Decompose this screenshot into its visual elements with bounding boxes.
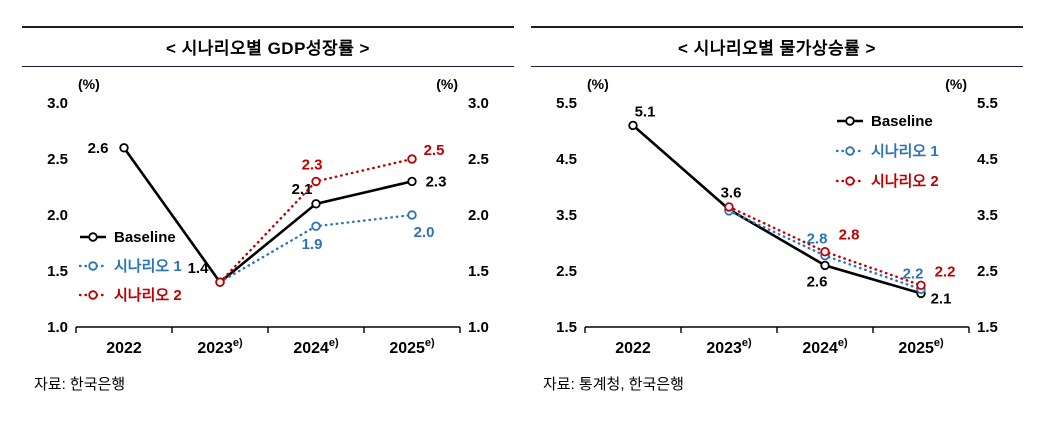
data-point-label: 2.3 xyxy=(426,173,447,190)
data-point-marker xyxy=(407,176,417,187)
data-point-label: 2.6 xyxy=(807,273,828,290)
gdp-growth-title: < 시나리오별 GDP성장률 > xyxy=(166,39,370,58)
data-point-label: 2.8 xyxy=(839,227,860,244)
data-point-marker xyxy=(311,199,321,209)
y-tick-label-right: 2.5 xyxy=(468,151,489,168)
data-point-marker xyxy=(820,246,830,257)
data-point-marker xyxy=(407,154,417,164)
x-axis-label: 2023e) xyxy=(197,337,243,357)
data-point-label: 2.5 xyxy=(424,142,445,159)
inflation-title-bar: < 시나리오별 물가상승률 > xyxy=(531,26,1023,67)
y-tick-label-right: 3.5 xyxy=(977,207,998,224)
x-axis-label: 2022 xyxy=(615,340,651,357)
y-tick-label-left: 5.5 xyxy=(556,95,577,112)
data-point-marker xyxy=(724,202,734,212)
inflation-title: < 시나리오별 물가상승률 > xyxy=(678,39,876,58)
legend-label: Baseline xyxy=(871,113,933,130)
y-tick-label-left: 2.5 xyxy=(556,263,577,280)
x-axis-label: 2023e) xyxy=(706,337,752,357)
inflation-source: 자료: 통계청, 한국은행 xyxy=(543,376,684,393)
data-point-label: 1.4 xyxy=(188,260,210,277)
y-axis-unit-left: (%) xyxy=(587,76,609,92)
y-tick-label-right: 1.5 xyxy=(977,319,998,336)
y-tick-label-left: 1.0 xyxy=(47,319,68,336)
data-point-label: 2.3 xyxy=(302,156,323,173)
gdp-growth-title-bar: < 시나리오별 GDP성장률 > xyxy=(22,26,514,67)
y-tick-label-left: 2.0 xyxy=(47,207,68,224)
data-point-label: 2.6 xyxy=(88,140,109,157)
legend-label: 시나리오 2 xyxy=(871,173,939,190)
data-point-label: 2.2 xyxy=(903,265,924,282)
y-axis-unit-left: (%) xyxy=(78,76,100,92)
data-point-marker xyxy=(311,176,321,187)
y-tick-label-right: 3.0 xyxy=(468,95,489,112)
legend-marker-circle xyxy=(845,116,855,126)
gdp-growth-panel: < 시나리오별 GDP성장률 > 3.0 3.0 2.5 2.5 2.0 2.0 1.5 1.… xyxy=(22,26,514,394)
x-axis-label: 2025e) xyxy=(389,337,435,357)
data-point-label: 2.8 xyxy=(807,231,828,248)
y-tick-label-left: 1.5 xyxy=(556,319,577,336)
legend-marker-circle xyxy=(88,232,98,242)
x-axis-label: 2024e) xyxy=(293,337,339,357)
series-line-baseline xyxy=(632,124,922,295)
legend-marker-circle xyxy=(845,176,855,186)
y-tick-label-right: 1.0 xyxy=(468,319,489,336)
data-point-marker xyxy=(407,210,417,220)
data-point-marker xyxy=(628,120,638,131)
data-point-label: 2.2 xyxy=(935,263,956,280)
y-tick-label-right: 1.5 xyxy=(468,263,489,280)
y-tick-label-left: 2.5 xyxy=(47,151,68,168)
y-tick-label-left: 4.5 xyxy=(556,151,577,168)
x-axis-label: 2024e) xyxy=(802,337,848,357)
gdp-growth-chart: 3.0 3.0 2.5 2.5 2.0 2.0 1.5 1.5 1.0 1.0 (%) (%) 2022… xyxy=(47,76,489,357)
inflation-panel: < 시나리오별 물가상승률 > 5.5 5.5 4.5 4.5 3.5 3.5 2.5 2.5… xyxy=(531,26,1023,394)
legend-marker-circle xyxy=(88,290,98,300)
legend-marker-circle xyxy=(88,261,98,271)
y-tick-label-right: 2.5 xyxy=(977,263,998,280)
legend-label: Baseline xyxy=(114,229,176,246)
data-point-label: 5.1 xyxy=(635,103,656,120)
y-axis-unit-right: (%) xyxy=(436,76,458,92)
y-tick-label-right: 2.0 xyxy=(468,207,489,224)
data-point-label: 2.1 xyxy=(292,181,313,198)
data-point-label: 2.0 xyxy=(414,224,435,241)
legend-label: 시나리오 1 xyxy=(871,143,939,160)
data-point-label: 1.9 xyxy=(302,236,323,253)
legend-label: 시나리오 1 xyxy=(114,258,182,275)
y-tick-label-right: 5.5 xyxy=(977,95,998,112)
legend-marker-circle xyxy=(845,146,855,156)
y-tick-label-left: 3.5 xyxy=(556,207,577,224)
data-point-label: 3.6 xyxy=(721,184,742,201)
y-tick-label-right: 4.5 xyxy=(977,151,998,168)
data-point-marker xyxy=(215,277,225,287)
series-line-baseline xyxy=(122,147,413,285)
y-tick-label-left: 3.0 xyxy=(47,95,68,112)
y-axis-unit-right: (%) xyxy=(945,76,967,92)
x-axis-label: 2025e) xyxy=(898,337,944,357)
legend-label: 시나리오 2 xyxy=(114,287,182,304)
inflation-chart: 5.5 5.5 4.5 4.5 3.5 3.5 2.5 2.5 1.5 1.5 (%) (%) 2022… xyxy=(556,76,998,357)
y-tick-label-left: 1.5 xyxy=(47,263,68,280)
data-point-marker xyxy=(820,260,830,271)
gdp-growth-source: 자료: 한국은행 xyxy=(34,376,126,393)
data-point-label: 2.1 xyxy=(931,290,952,307)
chart-panels: < 시나리오별 GDP성장률 > 3.0 3.0 2.5 2.5 2.0 2.0 1.5 1.… xyxy=(22,26,1023,394)
data-point-marker xyxy=(311,221,321,231)
x-axis-label: 2022 xyxy=(106,340,142,357)
data-point-marker xyxy=(916,280,926,290)
data-point-marker xyxy=(119,143,129,153)
